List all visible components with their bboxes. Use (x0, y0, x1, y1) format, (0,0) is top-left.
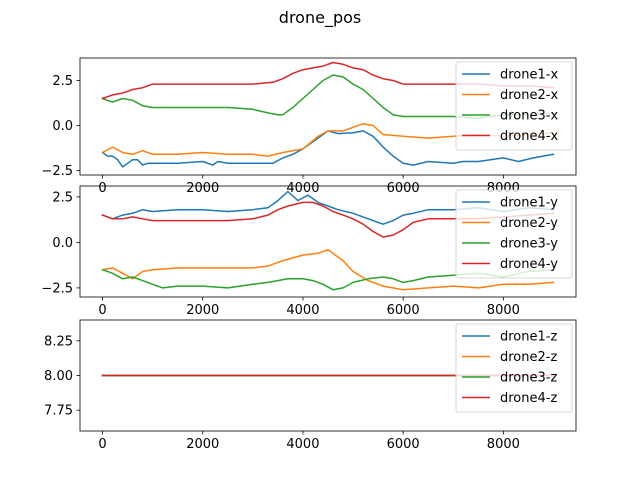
x-tick-label: 4000 (286, 181, 319, 196)
legend-label: drone4-y (500, 257, 558, 272)
legend-box (455, 189, 573, 279)
axes-frame (79, 57, 577, 176)
y-tick-label: 0.0 (52, 236, 73, 251)
series-line-drone1-y (101, 190, 555, 225)
legend-label: drone4-z (500, 391, 557, 406)
series-line-drone4-y (101, 201, 555, 238)
legend-label: drone3-z (500, 371, 557, 386)
y-tick-label: 7.75 (44, 404, 73, 419)
legend-label: drone3-x (500, 109, 558, 124)
x-tick-label: 0 (98, 303, 106, 318)
legend-label: drone2-z (500, 350, 557, 365)
legend-label: drone1-z (500, 330, 557, 345)
legend-box (455, 323, 573, 413)
subplots: 0 2000 4000 6000 8000−2.50.02.5 drone1-xdrone… (41, 57, 577, 452)
x-tick-label: 2000 (186, 303, 219, 318)
legend: drone1-y drone2-y drone3-y drone4-y (455, 189, 573, 279)
figure-title: drone_pos (279, 8, 361, 28)
series-line-drone2-y (101, 248, 555, 291)
legend-label: drone1-x (500, 68, 558, 83)
y-tick-label: 8.25 (44, 334, 73, 349)
x-tick-label: 4000 (286, 303, 319, 318)
subplot-1: 0 2000 4000 6000 8000−2.50.02.5 drone1-xdrone… (41, 57, 577, 196)
x-tick-label: 6000 (387, 303, 420, 318)
y-tick-label: 2.5 (52, 190, 73, 205)
x-tick-label: 6000 (387, 437, 420, 452)
legend-label: drone4-x (500, 129, 558, 144)
x-tick-label: 8000 (487, 303, 520, 318)
series-lines (101, 190, 555, 291)
x-tick-label: 8000 (487, 437, 520, 452)
subplot-2: 0 2000 4000 6000 8000−2.50.02.5 drone1-ydrone… (41, 185, 577, 318)
legend-label: drone2-x (500, 88, 558, 103)
x-tick-label: 0 (98, 437, 106, 452)
y-tick-label: −2.5 (41, 164, 73, 179)
x-tick-label: 6000 (387, 181, 420, 196)
legend-label: drone1-y (500, 196, 558, 211)
series-line-drone4-x (101, 61, 555, 100)
x-tick-label: 0 (98, 181, 106, 196)
series-lines (101, 61, 555, 168)
legend: drone1-x drone2-x drone3-x drone4-x (455, 61, 573, 151)
legend-box (455, 61, 573, 151)
x-tick-label: 2000 (186, 181, 219, 196)
x-tick-label: 4000 (286, 437, 319, 452)
series-line-drone3-y (101, 268, 555, 291)
legend-label: drone2-y (500, 216, 558, 231)
legend: drone1-z drone2-z drone3-z drone4-z (455, 323, 573, 413)
x-tick-label: 2000 (186, 437, 219, 452)
axes-frame (79, 185, 577, 298)
y-tick-label: −2.5 (41, 281, 73, 296)
legend-label: drone3-y (500, 237, 558, 252)
series-line-drone3-x (101, 74, 555, 120)
series-line-drone2-x (101, 122, 555, 157)
y-tick-label: 2.5 (52, 74, 73, 89)
y-tick-label: 8.00 (44, 369, 73, 384)
y-tick-label: 0.0 (52, 119, 73, 134)
